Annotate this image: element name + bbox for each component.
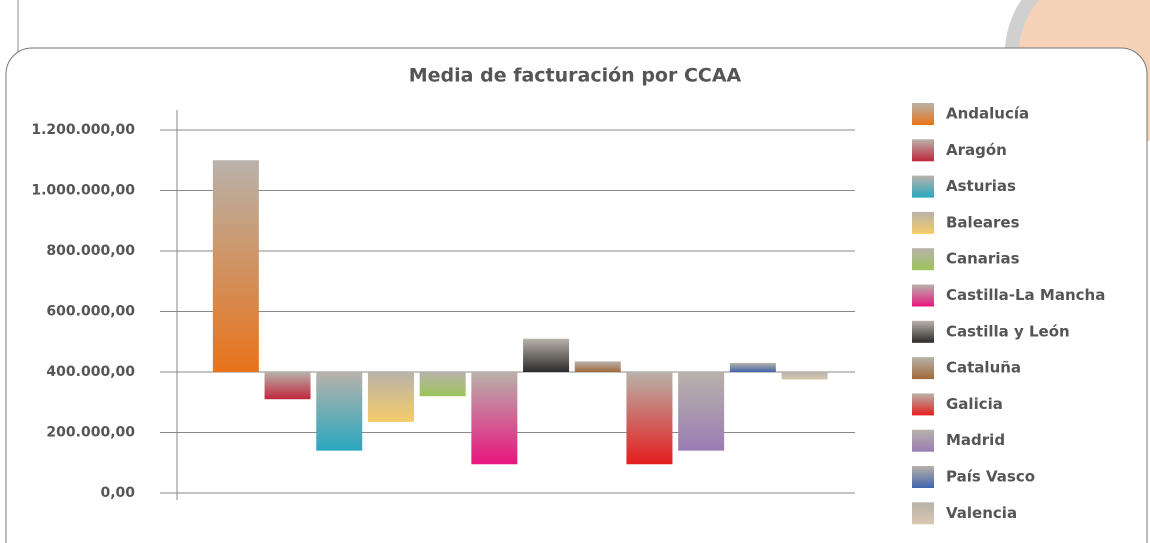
bar [367,372,414,422]
y-tick-label: 200.000,00 [46,425,135,441]
legend-label: Valencia [946,504,1017,522]
bar [729,362,776,372]
legend-label: Galicia [946,395,1003,413]
legend-swatch [912,284,934,307]
y-tick-label: 400.000,00 [46,364,135,380]
bar [212,160,259,372]
bar [316,372,363,451]
legend-label: Castilla-La Mancha [946,286,1105,304]
legend-label: Canarias [946,250,1020,268]
legend-swatch [912,211,934,234]
bar [471,372,518,465]
bar [626,372,673,465]
legend-swatch [912,320,934,343]
y-tick-label: 0,00 [100,485,135,501]
decoration [1005,0,1039,49]
legend-swatch [912,466,934,488]
chart-frame [5,47,1148,543]
bar [781,372,828,380]
legend-swatch [912,175,934,198]
chart-title: Media de facturación por CCAA [409,65,742,87]
y-tick-label: 1.200.000,00 [31,122,135,138]
bar [523,338,570,372]
y-tick-label: 800.000,00 [46,243,135,259]
bar [419,372,466,397]
legend-label: Cataluña [946,359,1021,377]
bar [574,361,621,372]
legend-label: País Vasco [946,468,1035,486]
legend-label: Aragón [946,141,1007,159]
legend-label: Andalucía [946,105,1029,123]
legend-swatch [912,139,934,162]
legend-swatch [912,357,934,380]
legend-label: Castilla y León [946,322,1070,340]
legend-swatch [912,393,934,416]
legend-label: Madrid [946,431,1005,449]
legend-swatch [912,103,934,125]
legend-swatch [912,248,934,271]
y-tick-label: 1.000.000,00 [31,183,135,199]
legend-label: Baleares [946,213,1020,231]
y-tick-label: 600.000,00 [46,304,135,320]
legend-label: Asturias [946,177,1016,195]
legend-swatch [912,429,934,452]
legend-swatch [912,502,934,525]
bar [264,372,311,400]
bar [678,372,725,451]
